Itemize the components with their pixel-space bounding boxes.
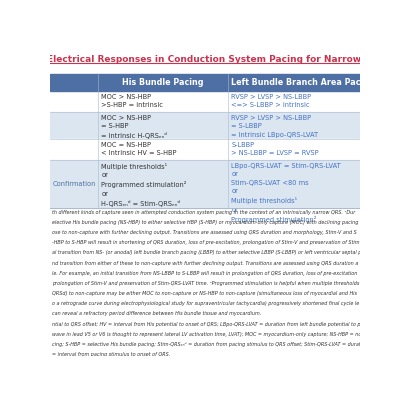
Text: S-LBBP
> NS-LBBP = LVSP = RVSP: S-LBBP > NS-LBBP = LVSP = RVSP bbox=[231, 142, 319, 156]
Bar bbox=[228, 112, 360, 139]
Bar bbox=[228, 160, 360, 208]
Text: RVSP > LVSP > NS-LBBP
<=> S-LBBP > intrinsic: RVSP > LVSP > NS-LBBP <=> S-LBBP > intri… bbox=[231, 94, 312, 108]
Bar bbox=[98, 74, 228, 91]
Text: Electrical Responses in Conduction System Pacing for Narrow Intrinsic QRS: Electrical Responses in Conduction Syste… bbox=[47, 55, 400, 64]
Text: RVSP > LVSP > NS-LBBP
= S-LBBP
= Intrinsic LBpo-QRS-LVAT: RVSP > LVSP > NS-LBBP = S-LBBP = Intrins… bbox=[231, 114, 318, 138]
Bar bbox=[228, 91, 360, 112]
Text: -HBP to S-HBP will result in shortening of QRS duration, loss of pre-excitation,: -HBP to S-HBP will result in shortening … bbox=[52, 240, 359, 245]
Bar bbox=[50, 112, 98, 139]
Text: Left Bundle Branch Area Pacing: Left Bundle Branch Area Pacing bbox=[231, 78, 375, 87]
Bar bbox=[50, 160, 98, 208]
Text: = interval from pacing stimulus to onset of QRS.: = interval from pacing stimulus to onset… bbox=[52, 352, 170, 357]
Text: QRSd) to non-capture may be either MOC to non-capture or NS-HBP to non-capture (: QRSd) to non-capture may be either MOC t… bbox=[52, 291, 356, 296]
Bar bbox=[228, 74, 360, 91]
Text: MOC = NS-HBP
< Intrinsic HV = S-HBP: MOC = NS-HBP < Intrinsic HV = S-HBP bbox=[101, 142, 177, 156]
Text: wave in lead V5 or V6 is thought to represent lateral LV activation time, LVAT);: wave in lead V5 or V6 is thought to repr… bbox=[52, 332, 361, 337]
Bar bbox=[98, 160, 228, 208]
Text: ose to non-capture with further declining output. Transitions are assessed using: ose to non-capture with further declinin… bbox=[52, 230, 356, 235]
Bar bbox=[98, 91, 228, 112]
Text: Multiple thresholds¹
or
Programmed stimulation²
or
H-QRSₑₙᵈ = Stim-QRSₑₙᵈ: Multiple thresholds¹ or Programmed stimu… bbox=[101, 162, 187, 206]
Bar bbox=[50, 74, 98, 91]
Text: MOC > NS-HBP
>S-HBP = intrinsic: MOC > NS-HBP >S-HBP = intrinsic bbox=[101, 94, 163, 108]
Text: LBpo-QRS-LVAT = Stim-QRS-LVAT
or
Stim-QRS-LVAT <80 ms
or
Multiple thresholds¹
or: LBpo-QRS-LVAT = Stim-QRS-LVAT or Stim-QR… bbox=[231, 162, 341, 222]
Bar bbox=[50, 139, 98, 160]
Text: al transition from NS- (or anodal) left bundle branch pacing (LBBP) to either se: al transition from NS- (or anodal) left … bbox=[52, 250, 361, 255]
Text: cing; S-HBP = selective His bundle pacing; Stim-QRSₑₙᵈ = duration from pacing st: cing; S-HBP = selective His bundle pacin… bbox=[52, 342, 365, 347]
Text: MOC > NS-HBP
= S-HBP
= Intrinsic H-QRSₑₙᵈ: MOC > NS-HBP = S-HBP = Intrinsic H-QRSₑₙ… bbox=[101, 114, 167, 139]
Text: ntial to QRS offset; HV = interval from His potential to onset of QRS; LBpo-QRS-: ntial to QRS offset; HV = interval from … bbox=[52, 322, 360, 326]
Bar bbox=[98, 139, 228, 160]
Text: His Bundle Pacing: His Bundle Pacing bbox=[122, 78, 204, 87]
Text: prolongation of Stim-V and preservation of Stim-QRS-LVAT time. ²Programmed stimu: prolongation of Stim-V and preservation … bbox=[52, 281, 359, 286]
Text: elective His bundle pacing (NS-HBP) to either selective HBP (S-HBP) or myocardiu: elective His bundle pacing (NS-HBP) to e… bbox=[52, 220, 358, 225]
Text: o a retrograde curve during electrophysiological study for supraventricular tach: o a retrograde curve during electrophysi… bbox=[52, 301, 359, 306]
Text: nd transition from either of these to non-capture with further declining output.: nd transition from either of these to no… bbox=[52, 260, 358, 266]
Text: Confirmation: Confirmation bbox=[52, 181, 96, 187]
Text: le. For example, an initial transition from NS-LBBP to S-LBBP will result in pro: le. For example, an initial transition f… bbox=[52, 271, 357, 276]
Bar bbox=[98, 112, 228, 139]
Text: th different kinds of capture seen in attempted conduction system pacing in the : th different kinds of capture seen in at… bbox=[52, 210, 355, 215]
Text: can reveal a refractory period difference between His bundle tissue and myocardi: can reveal a refractory period differenc… bbox=[52, 311, 261, 316]
Bar bbox=[228, 139, 360, 160]
Bar bbox=[50, 91, 98, 112]
